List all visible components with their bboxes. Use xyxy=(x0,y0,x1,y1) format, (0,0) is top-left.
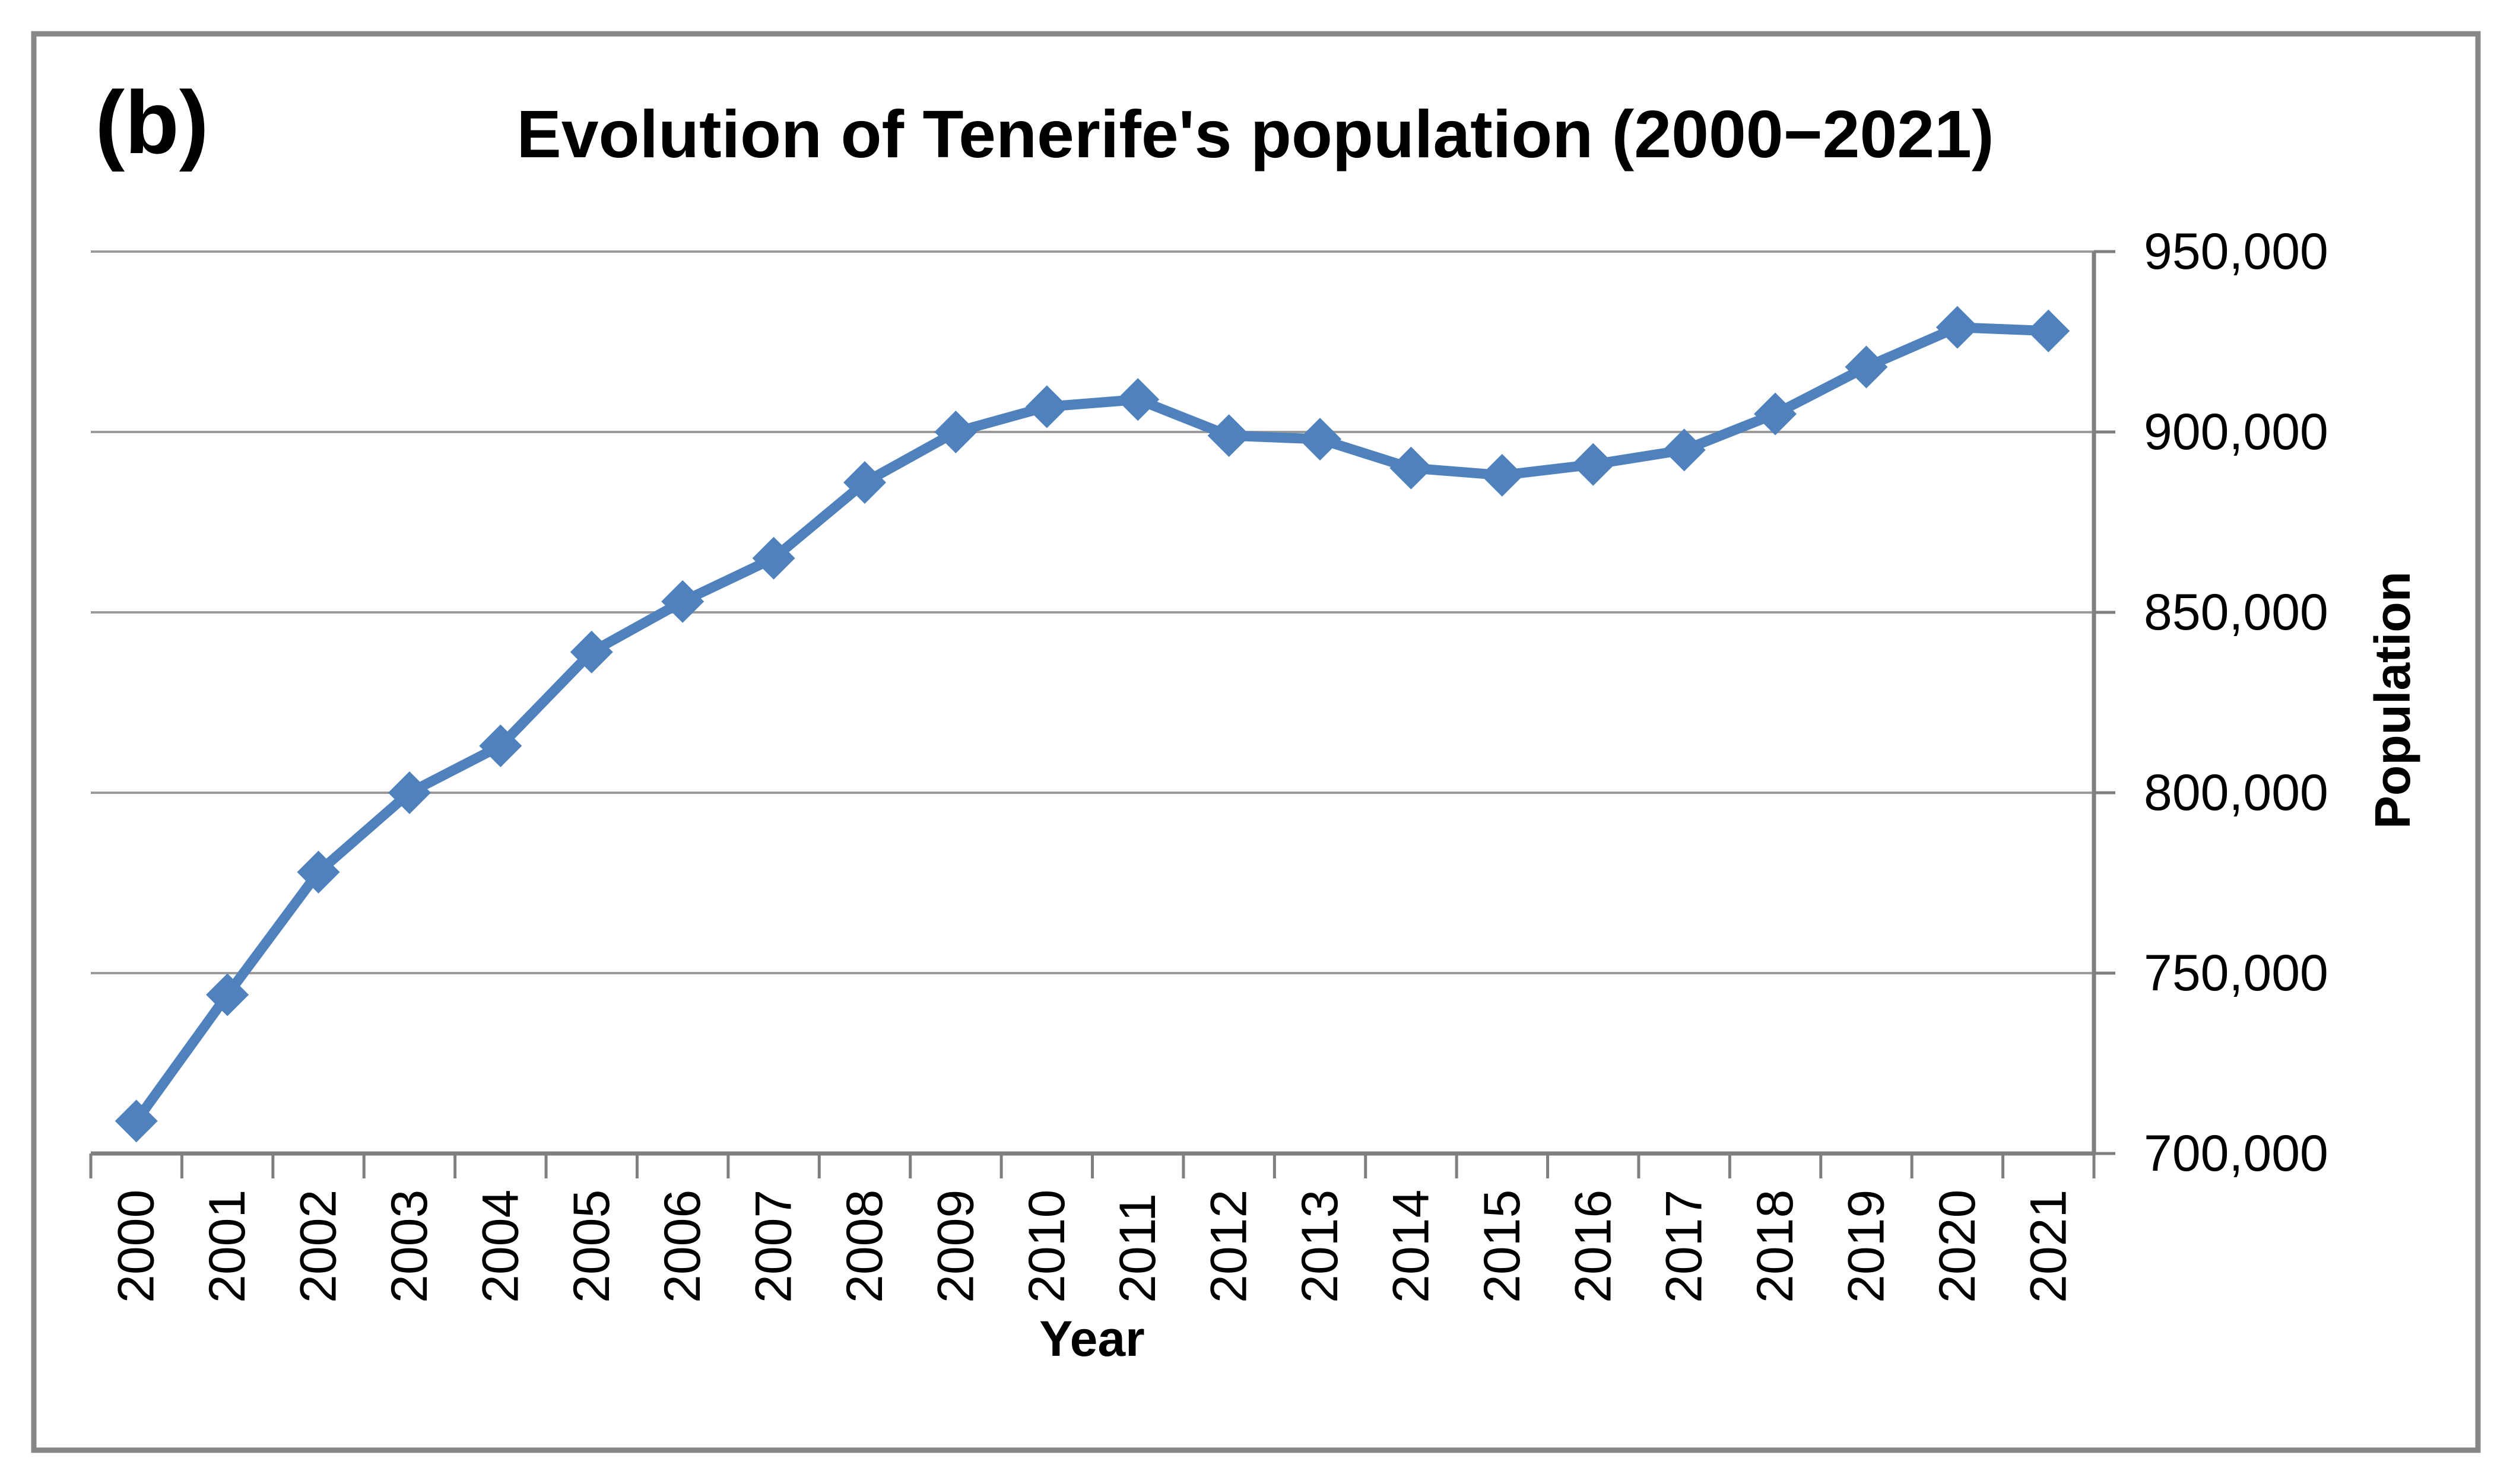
data-point-marker xyxy=(2027,309,2070,352)
x-tick-label: 2012 xyxy=(1201,1190,1258,1303)
x-tick-label: 2020 xyxy=(1929,1190,1986,1303)
x-tick-label: 2007 xyxy=(745,1190,802,1303)
y-axis-title: Population xyxy=(2365,571,2420,829)
data-point-marker xyxy=(1480,453,1524,497)
data-point-marker xyxy=(115,1100,158,1143)
x-tick-label: 2013 xyxy=(1292,1190,1348,1303)
x-tick-label: 2003 xyxy=(381,1190,438,1303)
x-tick-label: 2021 xyxy=(2020,1190,2077,1303)
axes-layer xyxy=(89,250,2115,1178)
data-point-marker xyxy=(752,536,795,580)
data-point-marker xyxy=(843,461,886,504)
data-point-marker xyxy=(297,850,340,894)
data-point-marker xyxy=(1572,443,1615,486)
data-point-marker xyxy=(570,630,613,673)
data-point-marker xyxy=(661,580,705,623)
x-tick-label: 2009 xyxy=(927,1190,984,1303)
panel-label: (b) xyxy=(95,72,209,172)
x-tick-label: 2010 xyxy=(1018,1190,1075,1303)
x-tick-label: 2008 xyxy=(836,1190,893,1303)
x-tick-label: 2016 xyxy=(1565,1190,1621,1303)
x-tick-label: 2017 xyxy=(1656,1190,1713,1303)
x-tick-label: 2004 xyxy=(472,1190,529,1303)
x-tick-label: 2011 xyxy=(1109,1193,1166,1303)
data-point-marker xyxy=(479,724,522,767)
x-axis-title: Year xyxy=(1039,1311,1145,1367)
chart-title: Evolution of Tenerife's population (2000… xyxy=(516,97,1994,171)
x-tick-label: 2000 xyxy=(108,1190,165,1303)
x-tick-label: 2001 xyxy=(199,1190,256,1303)
data-point-marker xyxy=(1025,385,1068,428)
data-point-marker xyxy=(1116,378,1160,421)
series-layer xyxy=(115,306,2070,1143)
data-point-marker xyxy=(1389,446,1433,490)
data-point-marker xyxy=(934,411,978,453)
y-tick-label: 950,000 xyxy=(2144,223,2328,280)
y-tick-label: 700,000 xyxy=(2144,1125,2328,1182)
data-point-marker xyxy=(1754,392,1797,436)
y-tick-label: 800,000 xyxy=(2144,764,2328,821)
x-tick-label: 2006 xyxy=(654,1190,711,1303)
data-point-marker xyxy=(1207,414,1251,457)
data-point-marker xyxy=(1299,418,1342,461)
data-point-marker xyxy=(206,973,249,1016)
data-point-marker xyxy=(1662,428,1706,472)
tick-labels-layer: 950,000 900,000 850,000 800,000 750,000 700,0… xyxy=(108,223,2328,1303)
x-tick-label: 2018 xyxy=(1747,1190,1804,1303)
y-tick-label: 750,000 xyxy=(2144,945,2328,1002)
x-tick-label: 2019 xyxy=(1838,1190,1895,1303)
x-tick-label: 2002 xyxy=(290,1190,347,1303)
gridlines-layer xyxy=(91,250,2094,974)
y-tick-label: 900,000 xyxy=(2144,403,2328,460)
series-line xyxy=(132,322,2049,1124)
x-tick-label: 2015 xyxy=(1474,1190,1531,1303)
data-point-marker xyxy=(388,771,431,814)
data-point-marker xyxy=(1935,306,1979,349)
x-tick-label: 2014 xyxy=(1382,1190,1439,1303)
y-tick-label: 850,000 xyxy=(2144,584,2328,641)
x-tick-label: 2005 xyxy=(563,1190,620,1303)
figure-frame xyxy=(31,31,2481,1453)
data-point-marker xyxy=(1845,345,1888,389)
